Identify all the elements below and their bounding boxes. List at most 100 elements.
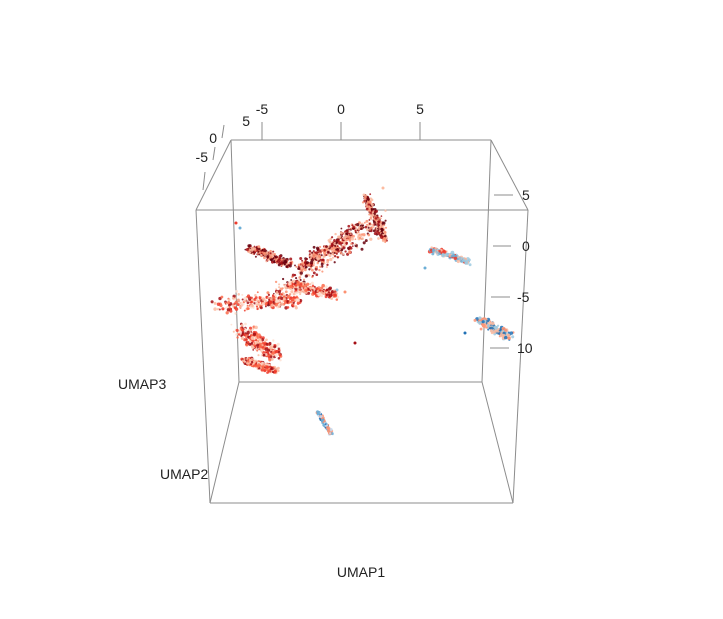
data-point xyxy=(468,263,472,267)
data-point xyxy=(267,348,270,352)
data-point xyxy=(342,246,346,250)
data-point xyxy=(372,208,374,211)
data-point xyxy=(266,255,270,259)
data-point xyxy=(324,285,328,288)
data-point xyxy=(497,327,500,330)
data-point xyxy=(303,278,305,281)
data-point xyxy=(264,353,268,356)
data-point xyxy=(361,201,365,204)
data-point xyxy=(310,281,314,285)
data-point xyxy=(226,308,231,312)
data-point xyxy=(289,284,292,288)
data-point xyxy=(292,295,296,299)
data-point xyxy=(310,254,314,258)
data-point xyxy=(295,265,298,268)
data-point xyxy=(297,285,300,288)
data-point xyxy=(257,245,261,249)
data-point xyxy=(252,327,255,330)
data-point xyxy=(233,306,237,310)
data-point xyxy=(365,219,369,223)
data-point xyxy=(369,237,373,241)
data-point xyxy=(254,251,257,254)
data-point xyxy=(262,347,265,350)
data-point xyxy=(308,250,312,253)
data-point xyxy=(335,252,338,255)
data-point xyxy=(340,227,343,230)
data-point xyxy=(257,354,260,357)
data-point xyxy=(380,215,383,217)
data-point xyxy=(244,248,247,251)
data-point xyxy=(230,323,233,326)
data-point xyxy=(264,341,266,344)
data-point xyxy=(270,345,274,350)
data-point xyxy=(473,318,477,322)
data-point xyxy=(320,420,324,423)
data-point xyxy=(257,363,261,367)
data-point xyxy=(346,230,349,233)
data-point xyxy=(339,235,342,238)
data-point xyxy=(381,186,385,190)
data-point xyxy=(357,227,361,231)
data-point xyxy=(264,299,267,303)
data-point xyxy=(277,296,280,300)
data-point xyxy=(378,229,382,232)
data-point xyxy=(280,296,284,301)
data-point xyxy=(266,351,269,354)
data-point xyxy=(294,306,298,310)
data-point xyxy=(316,289,319,293)
data-point xyxy=(369,226,373,230)
box-edge xyxy=(481,139,492,383)
data-point xyxy=(334,232,337,236)
data-point xyxy=(303,268,307,272)
data-point xyxy=(250,298,254,302)
data-point xyxy=(258,344,262,349)
data-point xyxy=(301,259,304,262)
data-point xyxy=(376,226,378,229)
data-point xyxy=(333,261,336,264)
data-point xyxy=(360,247,364,251)
data-point xyxy=(300,262,304,265)
data-point xyxy=(309,266,313,269)
z-axis-title: UMAP3 xyxy=(118,376,166,392)
data-point xyxy=(290,290,294,294)
y-axis-title: UMAP2 xyxy=(160,466,208,482)
data-point xyxy=(382,221,386,225)
data-point xyxy=(295,277,298,280)
data-point xyxy=(450,250,455,255)
data-point xyxy=(250,363,253,366)
data-point xyxy=(271,254,275,257)
data-point xyxy=(332,293,336,297)
data-point xyxy=(284,290,288,294)
data-point xyxy=(494,325,499,330)
data-point xyxy=(481,320,485,324)
data-point xyxy=(304,257,307,260)
data-point xyxy=(256,307,259,311)
data-point xyxy=(233,302,236,306)
data-point xyxy=(311,274,314,277)
data-point xyxy=(350,242,353,245)
x-axis-ticks: -5 0 5 xyxy=(256,101,424,140)
data-point xyxy=(294,299,297,302)
data-point xyxy=(333,251,336,255)
data-point xyxy=(362,241,366,245)
data-point xyxy=(351,245,354,247)
data-point xyxy=(357,231,360,234)
data-point xyxy=(256,291,259,294)
data-point xyxy=(338,241,342,245)
data-point xyxy=(369,228,371,231)
data-point xyxy=(258,299,261,303)
data-point xyxy=(286,296,289,299)
data-point xyxy=(251,339,255,343)
data-point xyxy=(347,246,350,250)
data-point xyxy=(256,249,259,252)
data-point xyxy=(239,332,242,335)
data-point xyxy=(227,303,231,307)
data-point xyxy=(250,334,253,337)
data-point xyxy=(210,300,214,304)
data-point xyxy=(331,256,335,259)
data-point xyxy=(303,283,308,287)
data-point xyxy=(237,293,240,296)
data-point xyxy=(383,231,387,234)
data-point xyxy=(256,349,259,352)
